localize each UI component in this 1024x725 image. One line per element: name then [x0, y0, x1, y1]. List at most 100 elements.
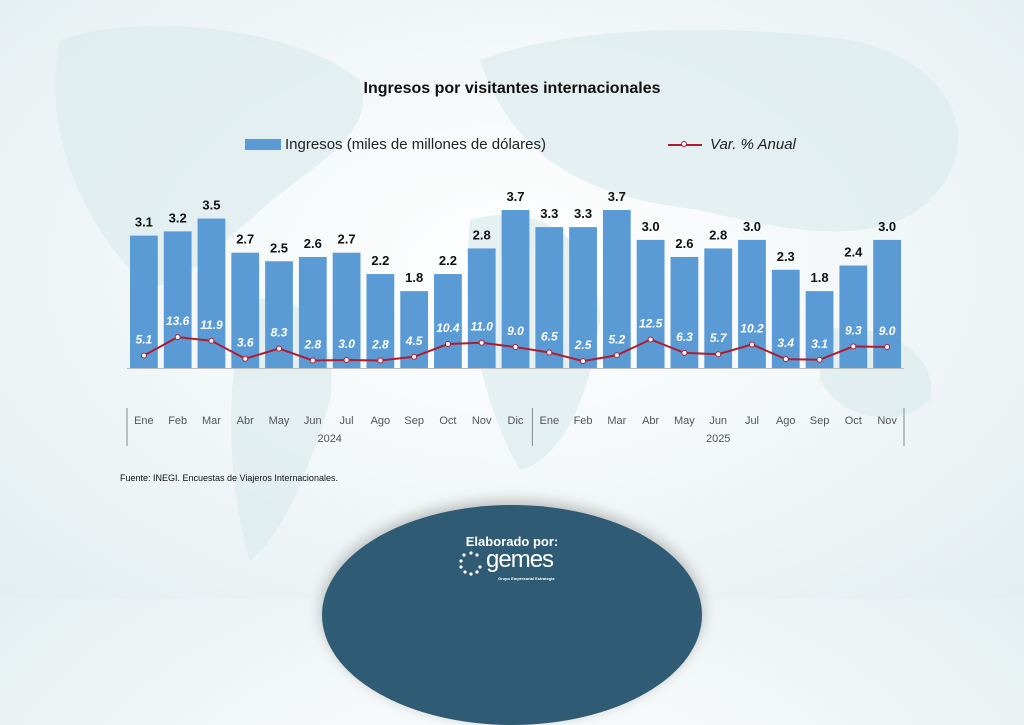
- bar-value-label: 3.0: [642, 219, 660, 234]
- variation-value-label: 11.0: [470, 320, 493, 334]
- variation-value-label: 5.2: [609, 332, 626, 346]
- variation-value-label: 3.0: [338, 337, 355, 351]
- x-tick-label: Mar: [607, 415, 626, 427]
- variation-point: [782, 356, 789, 363]
- x-tick-label: Mar: [202, 415, 221, 427]
- bar: [704, 248, 733, 368]
- variation-point: [816, 356, 823, 363]
- variation-value-label: 3.6: [237, 336, 254, 350]
- bar-value-label: 3.1: [135, 215, 153, 230]
- variation-value-label: 3.1: [811, 337, 828, 351]
- variation-value-label: 4.5: [405, 334, 423, 348]
- logo-dots-icon: [459, 551, 482, 576]
- variation-value-label: 2.5: [574, 338, 592, 352]
- bar-value-label: 3.0: [878, 219, 896, 234]
- bar: [130, 235, 158, 368]
- bar: [298, 256, 327, 368]
- bar-value-label: 2.8: [473, 227, 491, 242]
- variation-value-label: 11.9: [200, 318, 223, 332]
- bar-value-label: 2.4: [844, 245, 863, 260]
- variation-value-label: 13.6: [166, 314, 190, 328]
- x-tick-label: May: [674, 415, 695, 427]
- variation-value-label: 9.0: [879, 324, 896, 338]
- legend-line-swatch: [668, 140, 702, 147]
- variation-point: [174, 334, 181, 341]
- bar-value-label: 2.6: [304, 236, 322, 251]
- bar: [231, 252, 260, 368]
- variation-value-label: 12.5: [639, 317, 663, 331]
- x-tick-label: Ene: [539, 415, 559, 427]
- variation-value-label: 8.3: [271, 326, 288, 340]
- variation-point: [681, 349, 688, 356]
- bar-line-chart: 3.1 3.2 3.5 2.7 2.5 2.6 2.7 2.2 1.8 2.2 2.8 3.7 3.3 3…: [126, 189, 905, 446]
- variation-point: [478, 339, 485, 346]
- bar-value-label: 3.7: [506, 189, 524, 204]
- x-tick-label: Ago: [371, 415, 391, 427]
- variation-point: [208, 337, 215, 344]
- x-tick-label: Ago: [776, 415, 796, 427]
- variation-point: [512, 344, 519, 351]
- variation-point: [309, 357, 316, 364]
- logo-subtitle: Grupo Empresarial Estrategia: [498, 576, 555, 581]
- variation-value-label: 5.7: [710, 331, 728, 345]
- bar-value-label: 1.8: [811, 270, 829, 285]
- bar: [839, 265, 868, 368]
- gemes-logo: gemes Grupo Empresarial Estrategia: [458, 546, 554, 581]
- x-tick-label: Feb: [168, 415, 187, 427]
- x-tick-label: Jun: [304, 415, 322, 427]
- bar-value-label: 2.3: [777, 249, 795, 264]
- variation-point: [850, 343, 857, 350]
- x-tick-label: Jul: [340, 415, 354, 427]
- bar: [636, 239, 665, 368]
- x-tick-label: Oct: [845, 415, 862, 427]
- variation-point: [377, 357, 384, 364]
- variation-point: [444, 341, 451, 348]
- x-tick-label: Feb: [574, 415, 593, 427]
- variation-value-label: 10.4: [436, 321, 460, 335]
- legend-label-ingresos: Ingresos (miles de millones de dólares): [285, 136, 546, 153]
- variation-value-label: 3.4: [777, 336, 794, 350]
- variation-value-label: 9.3: [845, 323, 862, 337]
- bar: [535, 227, 564, 368]
- variation-point: [715, 351, 722, 358]
- x-tick-label: Jun: [709, 415, 727, 427]
- legend-item-variacion: Var. % Anual: [668, 136, 796, 153]
- variation-point: [580, 358, 587, 365]
- bar: [771, 269, 800, 368]
- bar: [467, 248, 496, 368]
- source-note: Fuente: INEGI. Encuestas de Viajeros Int…: [120, 473, 338, 483]
- variation-point: [884, 344, 891, 351]
- bar-value-label: 3.3: [540, 206, 558, 221]
- x-tick-label: Sep: [810, 415, 830, 427]
- bar: [366, 274, 395, 368]
- x-tick-label: Abr: [642, 415, 659, 427]
- x-tick-label: Dic: [508, 415, 524, 427]
- variation-point: [343, 357, 350, 364]
- year-label: 2025: [706, 433, 730, 445]
- variation-value-label: 5.1: [136, 332, 153, 346]
- variation-value-label: 2.8: [371, 337, 389, 351]
- bar-value-label: 2.6: [675, 236, 693, 251]
- bar: [163, 231, 192, 368]
- bar-value-label: 2.5: [270, 240, 288, 255]
- variation-value-label: 2.8: [303, 337, 321, 351]
- chart-title: Ingresos por visitantes internacionales: [363, 80, 661, 97]
- footer-label: Elaborado por:: [465, 534, 559, 549]
- logo-text: gemes: [486, 546, 554, 573]
- variation-point: [411, 353, 418, 360]
- bar-value-label: 3.5: [202, 198, 220, 213]
- bar: [602, 210, 631, 368]
- x-tick-label: Oct: [439, 415, 456, 427]
- variation-value-label: 6.3: [676, 330, 693, 344]
- bar-value-label: 2.8: [709, 227, 727, 242]
- legend-label-variacion: Var. % Anual: [710, 136, 796, 153]
- bar-value-label: 2.7: [338, 232, 356, 247]
- bar-value-label: 3.3: [574, 206, 592, 221]
- bar-value-label: 1.8: [405, 270, 423, 285]
- legend-item-ingresos: Ingresos (miles de millones de dólares): [245, 136, 546, 153]
- bar-value-label: 3.0: [743, 219, 761, 234]
- variation-point: [276, 345, 283, 352]
- variation-point: [613, 352, 620, 359]
- year-label: 2024: [317, 433, 341, 445]
- x-tick-label: Abr: [237, 415, 254, 427]
